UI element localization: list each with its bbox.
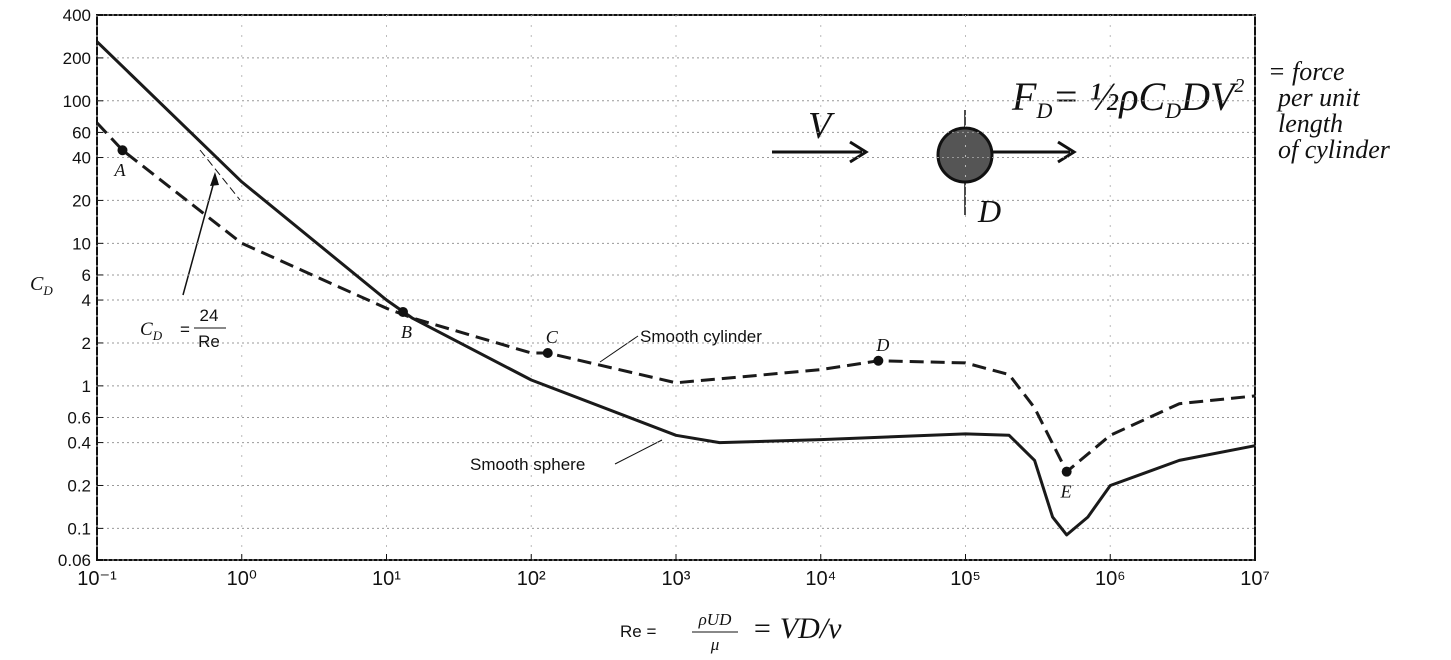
x-axis-label: Re = (620, 622, 656, 641)
point-marker (398, 307, 408, 317)
y-tick-label: 4 (82, 291, 91, 310)
x-tick-label: 10⁷ (1240, 568, 1269, 590)
y-tick-label: 100 (63, 92, 91, 111)
formula-pointer (183, 178, 215, 295)
y-tick-label: 0.1 (67, 519, 91, 538)
point-marker (1062, 467, 1072, 477)
formula-lhs: CD (140, 319, 163, 343)
note-line: of cylinder (1278, 135, 1391, 164)
x-tick-label: 10³ (662, 568, 691, 590)
x-label-hand: = VD/ν (752, 612, 842, 645)
x-tick-label: 10² (517, 568, 546, 590)
y-tick-label: 6 (82, 266, 91, 285)
point-marker (873, 356, 883, 366)
point-label: A (113, 160, 126, 180)
force-exp: 2 (1234, 75, 1244, 97)
force-f: F (1011, 74, 1037, 119)
force-sub: D (1035, 98, 1052, 123)
formula-num: 24 (200, 306, 219, 325)
y-tick-label: 20 (72, 191, 91, 210)
note-line: per unit (1276, 83, 1360, 112)
formula-c: C (140, 319, 153, 340)
arrowhead (210, 172, 219, 186)
x-label-den: μ (710, 635, 720, 654)
chart: CD Re = ρUD μ = VD/ν CD = 24 Re Smooth c… (0, 0, 1451, 655)
x-tick-label: 10⁵ (950, 568, 981, 590)
point-label: C (546, 327, 559, 347)
y-tick-label: 40 (72, 149, 91, 168)
y-label-main: C (30, 273, 44, 295)
y-axis-label: CD (30, 273, 53, 298)
y-tick-label: 1 (82, 377, 91, 396)
force-sub: D (1164, 98, 1181, 123)
velocity-label: V (808, 105, 835, 147)
diameter-label: D (977, 193, 1001, 229)
callout-line (600, 336, 638, 362)
y-tick-label: 200 (63, 49, 91, 68)
y-label-sub: D (42, 283, 53, 298)
formula-sub: D (152, 328, 163, 343)
note-line: length (1278, 109, 1343, 138)
formula-eq: = (180, 320, 190, 339)
point-marker (117, 145, 127, 155)
callout-line (615, 440, 662, 464)
force-tail: DV (1180, 74, 1239, 119)
formula-den: Re (198, 332, 220, 351)
y-tick-label: 0.2 (67, 476, 91, 495)
y-tick-label: 60 (72, 123, 91, 142)
point-label: D (875, 335, 889, 355)
y-tick-label: 0.6 (67, 408, 91, 427)
x-tick-label: 10⁰ (227, 568, 257, 590)
force-formula: FD= ½ρCDDV2 (1011, 74, 1244, 123)
note-line: = force (1268, 57, 1345, 86)
x-tick-label: 10⁻¹ (77, 568, 117, 590)
point-marker (543, 348, 553, 358)
y-tick-label: 10 (72, 234, 91, 253)
x-tick-label: 10⁶ (1095, 568, 1125, 590)
x-tick-label: 10¹ (372, 568, 401, 590)
y-tick-label: 0.4 (67, 434, 91, 453)
y-tick-label: 2 (82, 334, 91, 353)
x-label-num: ρUD (698, 610, 732, 629)
force-rhs: = ½ρC (1052, 74, 1166, 119)
y-tick-label: 400 (63, 6, 91, 25)
point-label: B (401, 322, 412, 342)
point-label: E (1060, 482, 1072, 502)
x-tick-label: 10⁴ (805, 568, 836, 590)
series-label: Smooth sphere (470, 455, 585, 474)
